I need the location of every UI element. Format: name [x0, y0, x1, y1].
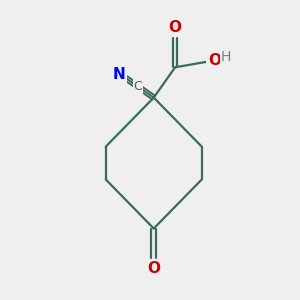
Text: O: O — [147, 261, 160, 276]
Text: O: O — [169, 20, 182, 35]
Text: C: C — [134, 80, 142, 93]
Text: O: O — [208, 53, 221, 68]
Text: N: N — [113, 67, 126, 82]
Text: H: H — [221, 50, 232, 64]
